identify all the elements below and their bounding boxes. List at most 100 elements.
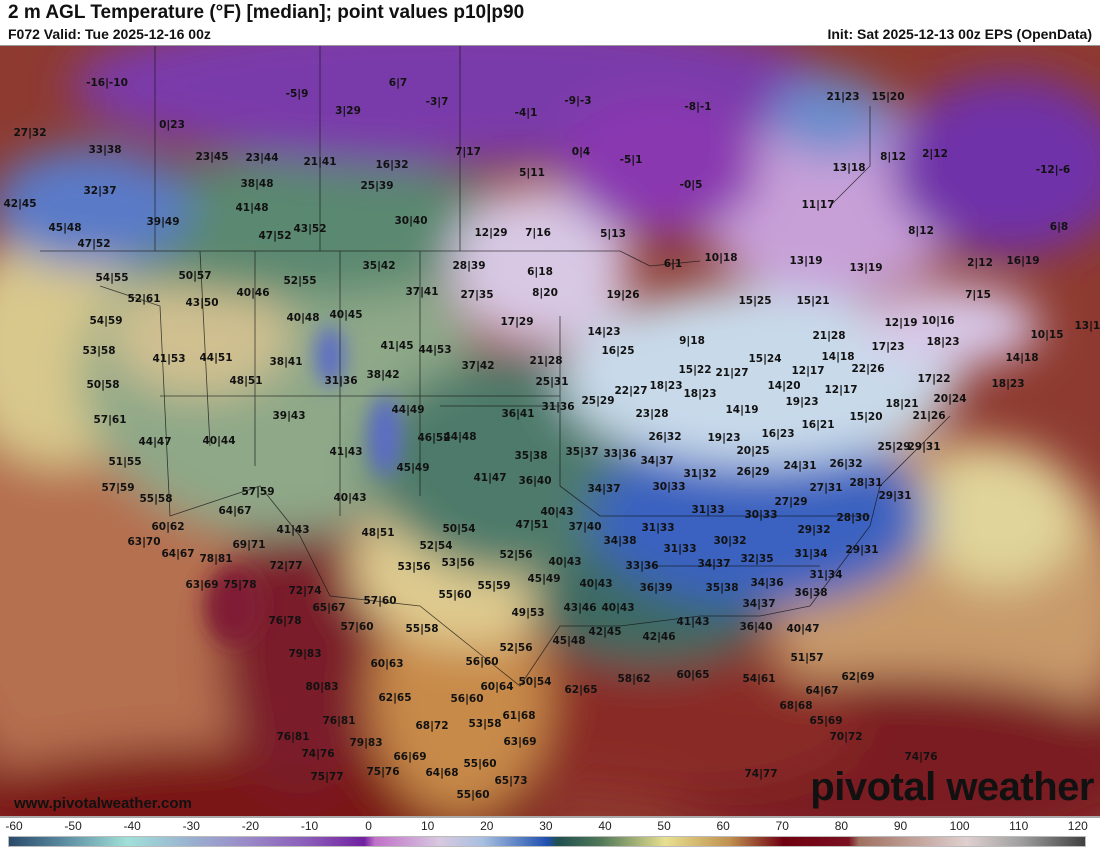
point-value: 68|72: [415, 720, 449, 732]
point-value: 46|52: [417, 432, 451, 444]
point-value: 12|17: [824, 384, 858, 396]
colorbar-tick-label: 120: [1067, 819, 1088, 833]
point-value: 25|29: [581, 395, 615, 407]
point-value: -4|1: [514, 107, 538, 119]
point-value: 38|41: [269, 356, 303, 368]
point-value: 12|19: [884, 317, 918, 329]
point-value: 80|83: [305, 681, 339, 693]
point-value: 6|8: [1049, 221, 1069, 233]
point-value: 31|33: [663, 543, 697, 555]
point-value: 57|59: [101, 482, 135, 494]
point-value: 28|39: [452, 260, 486, 272]
point-value: 23|45: [195, 151, 229, 163]
point-value: 44|48: [443, 431, 477, 443]
point-value: 52|56: [499, 549, 533, 561]
point-value: 34|38: [603, 535, 637, 547]
point-value: 31|34: [794, 548, 828, 560]
point-value: 51|57: [790, 652, 824, 664]
point-value: 25|39: [360, 180, 394, 192]
point-value: 44|51: [199, 352, 233, 364]
point-value: 48|51: [229, 375, 263, 387]
map-title: 2 m AGL Temperature (°F) [median]; point…: [8, 2, 525, 23]
point-value: 36|39: [639, 582, 673, 594]
point-value: 40|47: [786, 623, 820, 635]
point-value: 43|52: [293, 223, 327, 235]
boundaries: [40, 46, 951, 687]
point-value: 60|63: [370, 658, 404, 670]
colorbar-tick-label: 40: [598, 819, 612, 833]
point-value: 40|43: [548, 556, 582, 568]
point-value: 62|65: [564, 684, 598, 696]
point-value: 23|44: [245, 152, 279, 164]
point-value: 26|32: [829, 458, 863, 470]
point-value: 17|22: [917, 373, 951, 385]
valid-time: F072 Valid: Tue 2025-12-16 00z: [8, 26, 211, 42]
point-value: 30|33: [652, 481, 686, 493]
colorbar-tick-label: 30: [539, 819, 553, 833]
point-value: 41|43: [676, 616, 710, 628]
point-value: 42|45: [588, 626, 622, 638]
point-value: -3|7: [425, 96, 449, 108]
point-value: 20|24: [933, 393, 967, 405]
point-value: 18|23: [683, 388, 717, 400]
point-value: 29|31: [907, 441, 941, 453]
colorbar-tick-label: 50: [657, 819, 671, 833]
point-value: 34|37: [587, 483, 621, 495]
init-time: Init: Sat 2025-12-13 00z EPS (OpenData): [827, 26, 1092, 42]
point-value: 60|62: [151, 521, 185, 533]
colorbar-tick-label: 80: [834, 819, 849, 833]
point-value: 37|41: [405, 286, 439, 298]
point-value: 9|18: [679, 335, 705, 347]
point-value: 15|20: [871, 91, 905, 103]
point-value: 31|33: [691, 504, 725, 516]
point-value: 57|59: [241, 486, 275, 498]
point-value: 78|81: [199, 553, 233, 565]
point-value: 30|40: [394, 215, 428, 227]
point-value: 76|78: [268, 615, 302, 627]
point-value: 31|34: [809, 569, 843, 581]
point-value: 65|67: [312, 602, 346, 614]
temperature-field: [0, 46, 1100, 816]
point-value: 56|60: [465, 656, 499, 668]
point-value: 16|19: [1006, 255, 1040, 267]
point-value: 26|32: [648, 431, 682, 443]
colorbar-scale: [8, 836, 1086, 847]
point-value: 35|42: [362, 260, 396, 272]
point-value: 40|48: [286, 312, 320, 324]
point-value: -12|-6: [1035, 164, 1071, 176]
point-value: 15|20: [849, 411, 883, 423]
point-value: 64|68: [425, 767, 459, 779]
point-value: 75|78: [223, 579, 257, 591]
point-value: 0|4: [571, 146, 591, 158]
point-value: 50|57: [178, 270, 212, 282]
point-value: 27|29: [774, 496, 808, 508]
point-value: 56|60: [450, 693, 484, 705]
point-value: 40|43: [540, 506, 574, 518]
site-url[interactable]: www.pivotalweather.com: [14, 795, 192, 812]
point-value: 55|60: [438, 589, 472, 601]
point-value: 69|71: [232, 539, 266, 551]
point-value: 21|27: [715, 367, 749, 379]
point-value: 39|49: [146, 216, 180, 228]
point-value: 2|12: [922, 148, 948, 160]
point-value: 58|62: [617, 673, 651, 685]
point-value: 45|49: [396, 462, 430, 474]
colorbar-tick-label: 20: [480, 819, 494, 833]
colorbar-tick-label: -30: [182, 819, 200, 833]
point-value: 74|76: [301, 748, 335, 760]
point-value: 53|56: [397, 561, 431, 573]
point-value: 22|26: [851, 363, 885, 375]
point-value: 37|40: [568, 521, 602, 533]
point-value: 43|46: [563, 602, 597, 614]
point-value: 23|28: [635, 408, 669, 420]
point-value: 18|23: [649, 380, 683, 392]
point-value: 30|33: [744, 509, 778, 521]
colorbar-tick-label: 100: [949, 819, 970, 833]
point-value: 14|19: [725, 404, 759, 416]
point-value: 55|60: [463, 758, 497, 770]
point-value: 13|19: [789, 255, 823, 267]
point-value: 16|21: [801, 419, 835, 431]
point-value: 29|31: [878, 490, 912, 502]
point-value: 32|37: [83, 185, 117, 197]
point-value: 64|67: [161, 548, 195, 560]
